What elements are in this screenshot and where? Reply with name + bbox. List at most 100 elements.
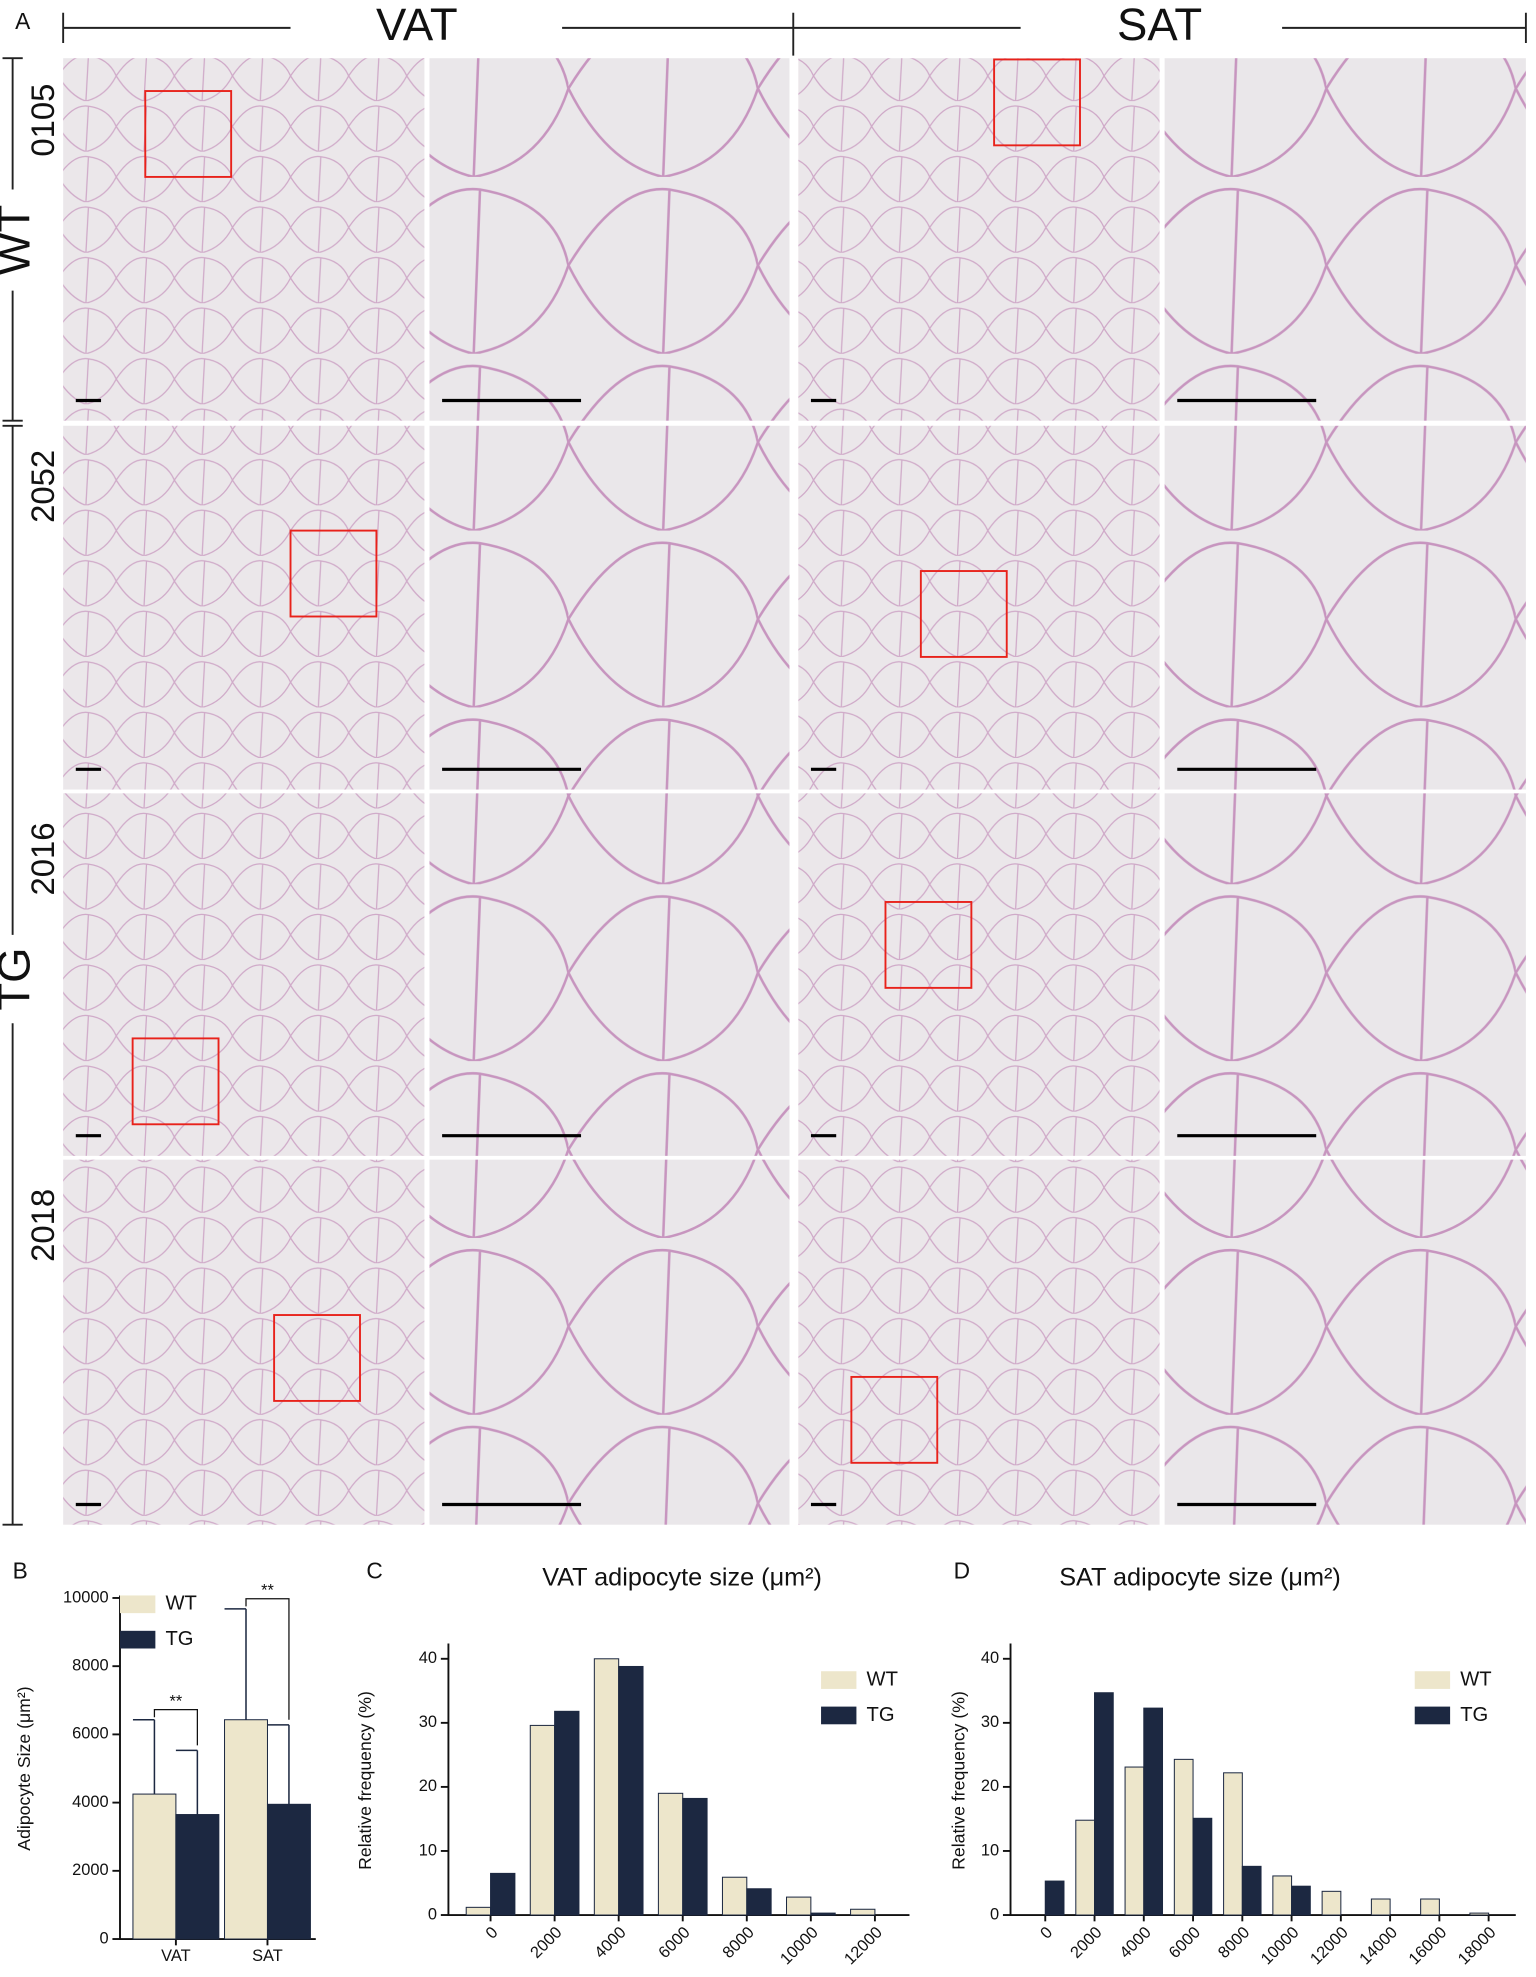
bar bbox=[786, 1896, 812, 1916]
histology-image bbox=[1164, 425, 1526, 790]
bar bbox=[1291, 1885, 1311, 1916]
histology-image bbox=[63, 793, 425, 1156]
bar bbox=[1321, 1890, 1342, 1916]
x-tick-label: 14000 bbox=[1356, 1923, 1401, 1968]
bar bbox=[1094, 1692, 1114, 1916]
x-tick-label: 0 bbox=[482, 1923, 501, 1942]
legend-label: TG bbox=[165, 1628, 193, 1650]
bar bbox=[618, 1665, 644, 1916]
x-tick-label: 8000 bbox=[1215, 1923, 1254, 1962]
bar bbox=[1223, 1772, 1243, 1916]
y-tick-label: 4000 bbox=[72, 1793, 108, 1811]
zoom-box bbox=[884, 901, 973, 989]
panel-label: C bbox=[366, 1558, 382, 1584]
legend-label: TG bbox=[867, 1704, 895, 1726]
group-label: TG bbox=[0, 947, 40, 1010]
zoom-box bbox=[850, 1375, 939, 1464]
histology-image bbox=[63, 425, 425, 790]
group-label: WT bbox=[0, 205, 40, 276]
row-label: 0105 bbox=[24, 84, 61, 157]
bar bbox=[465, 1906, 492, 1916]
legend-label: WT bbox=[165, 1593, 196, 1615]
row-label: 2052 bbox=[24, 450, 61, 523]
bar bbox=[746, 1888, 772, 1916]
x-tick-label: 12000 bbox=[1307, 1923, 1352, 1968]
legend-label: TG bbox=[1460, 1704, 1488, 1726]
bar bbox=[721, 1876, 748, 1916]
y-tick-label: 10 bbox=[981, 1841, 999, 1859]
bar bbox=[593, 1658, 620, 1916]
x-tick-label: 6000 bbox=[655, 1923, 694, 1962]
legend-swatch bbox=[1414, 1671, 1451, 1689]
y-tick-label: 0 bbox=[990, 1905, 999, 1923]
bar bbox=[224, 1719, 268, 1940]
y-tick-label: 8000 bbox=[72, 1657, 108, 1675]
y-tick-label: 0 bbox=[428, 1905, 437, 1923]
legend-swatch bbox=[821, 1671, 857, 1689]
y-tick-label: 30 bbox=[981, 1713, 999, 1731]
histology-image bbox=[1164, 58, 1526, 421]
x-tick-label: 8000 bbox=[719, 1923, 758, 1962]
y-axis-label: Relative frequency (%) bbox=[949, 1691, 969, 1870]
row-label: 2016 bbox=[24, 823, 61, 896]
x-tick-label: VAT bbox=[161, 1947, 190, 1965]
column-label: VAT bbox=[376, 0, 458, 50]
legend-label: WT bbox=[1460, 1668, 1491, 1690]
row-bracket bbox=[2, 57, 23, 1526]
x-tick-label: 16000 bbox=[1405, 1923, 1450, 1968]
y-tick-label: 10000 bbox=[63, 1588, 109, 1606]
y-tick-label: 40 bbox=[419, 1649, 437, 1667]
bar bbox=[1044, 1880, 1065, 1916]
bar bbox=[850, 1908, 876, 1916]
bar bbox=[1469, 1912, 1490, 1916]
bar bbox=[1173, 1758, 1194, 1916]
histology-image bbox=[1164, 1159, 1526, 1525]
panel-a: A VAT SAT WT TG 0105 2052 2016 2018 bbox=[0, 0, 1527, 1526]
significance-label: ** bbox=[170, 1692, 183, 1710]
legend-swatch bbox=[120, 1595, 156, 1614]
bar bbox=[1420, 1898, 1440, 1916]
histology-image bbox=[798, 1159, 1160, 1525]
bar bbox=[554, 1710, 580, 1916]
panel-label: D bbox=[954, 1558, 970, 1584]
bar bbox=[266, 1803, 311, 1940]
y-axis-label: Adipocyte Size (μm²) bbox=[14, 1686, 34, 1850]
bar bbox=[1124, 1766, 1145, 1916]
bar bbox=[175, 1814, 220, 1940]
bar bbox=[1241, 1865, 1262, 1916]
y-tick-label: 0 bbox=[100, 1929, 109, 1947]
significance-bracket bbox=[153, 1708, 198, 1746]
significance-bracket bbox=[245, 1598, 290, 1720]
error-bar bbox=[267, 1724, 290, 1805]
x-tick-label: 0 bbox=[1037, 1923, 1056, 1942]
zoom-box bbox=[289, 529, 378, 618]
x-tick-label: 10000 bbox=[1258, 1923, 1303, 1968]
legend-label: WT bbox=[867, 1668, 898, 1690]
zoom-box bbox=[131, 1037, 220, 1126]
histology-image bbox=[798, 793, 1160, 1156]
zoom-box bbox=[273, 1314, 361, 1402]
legend-swatch bbox=[821, 1706, 857, 1725]
bar bbox=[657, 1792, 684, 1916]
bar bbox=[132, 1793, 177, 1940]
x-tick-label: SAT bbox=[252, 1947, 283, 1965]
y-tick-label: 6000 bbox=[72, 1725, 108, 1743]
zoom-box bbox=[919, 570, 1008, 658]
bar bbox=[682, 1797, 708, 1916]
zoom-box bbox=[993, 58, 1081, 147]
error-bar bbox=[132, 1718, 156, 1795]
x-tick-label: 6000 bbox=[1165, 1923, 1204, 1962]
panel-label: A bbox=[15, 8, 31, 34]
x-tick-label: 2000 bbox=[1067, 1923, 1106, 1962]
y-tick-label: 10 bbox=[419, 1841, 437, 1859]
bar bbox=[1143, 1707, 1164, 1916]
bar bbox=[490, 1872, 516, 1916]
histology-image bbox=[798, 425, 1160, 790]
y-tick-label: 30 bbox=[419, 1713, 437, 1731]
y-axis-label: Relative frequency (%) bbox=[355, 1691, 375, 1870]
row-label: 2018 bbox=[24, 1189, 61, 1262]
bar bbox=[810, 1912, 836, 1916]
chart-title: SAT adipocyte size (μm²) bbox=[1059, 1564, 1341, 1592]
